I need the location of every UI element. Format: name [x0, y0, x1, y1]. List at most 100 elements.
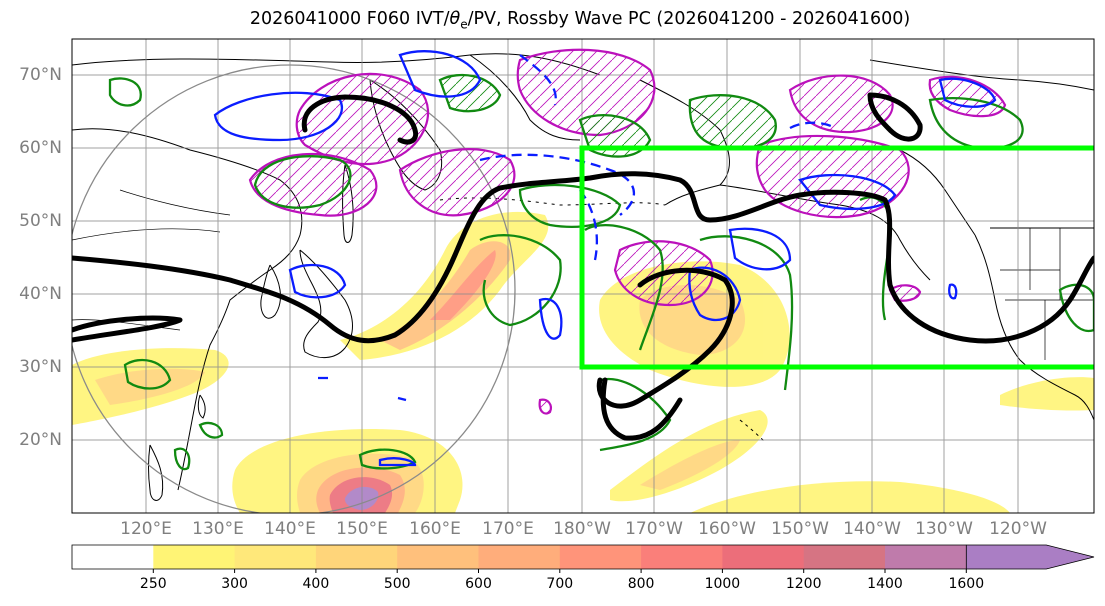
map-frame [71, 38, 1095, 514]
colorbar-tick-label: 400 [302, 576, 330, 592]
height-contours-black [72, 92, 1094, 441]
coastline-chukotka [469, 54, 581, 141]
colorbar-extension-arrow [965, 544, 1095, 570]
blue-dashed-4 [789, 121, 836, 130]
green-contour-13 [173, 447, 191, 471]
lat-label-20n: 20°N [19, 430, 62, 450]
border-us-states [1000, 228, 1094, 360]
coastline-north-america-north [869, 59, 1094, 91]
colorbar-segment [722, 545, 805, 569]
lon-label-130w: 130°W [915, 519, 973, 539]
blue-contour-4 [538, 297, 563, 340]
green-contour-14 [198, 421, 224, 439]
blue-contour-3 [288, 263, 347, 299]
colorbar-tick-label: 1600 [948, 576, 985, 592]
green-contour-2 [479, 234, 562, 327]
green-contour-10 [123, 358, 172, 390]
colorbar-tick-label: 1200 [785, 576, 822, 592]
colorbar-tick-label: 1000 [704, 576, 741, 592]
colorbar-tick-label: 1400 [867, 576, 903, 592]
green-contour-15 [1058, 283, 1094, 333]
ivt-plume-130w-south [690, 481, 1010, 513]
blue-contour-5 [688, 266, 742, 322]
blue-contour-1 [213, 91, 343, 142]
colorbar [71, 544, 1095, 573]
blue-contour-11 [318, 376, 407, 402]
colorbar-tick-label: 300 [221, 576, 248, 592]
colorbar-tick-label: 500 [383, 576, 411, 592]
colorbar-tick-label: 800 [627, 576, 655, 592]
coastline-north-america-west [974, 234, 1094, 421]
blue-dashed-2 [519, 54, 557, 106]
blue-contour-6 [728, 227, 792, 271]
wave-packet-2 [248, 152, 378, 217]
lon-label-150w: 150°W [771, 519, 829, 539]
lon-label-140e: 140°E [264, 519, 316, 539]
colorbar-tick-label: 600 [465, 576, 492, 592]
black-contour-low [596, 267, 735, 409]
colorbar-segment [885, 545, 967, 569]
colorbar-tick-label: 250 [139, 576, 167, 592]
colorbar-segment [641, 545, 723, 569]
ivt-plume-west-core [95, 368, 205, 405]
green-contour-9 [108, 77, 142, 107]
colorbar-segment [803, 545, 886, 569]
green-contour-6 [518, 183, 622, 228]
lon-label-170w: 170°W [625, 519, 683, 539]
colorbar-segment [478, 545, 561, 569]
blue-contour-8 [938, 77, 997, 108]
coastline-japan [299, 249, 353, 358]
green-contour-5 [688, 94, 777, 150]
green-contour-12 [599, 377, 672, 452]
blue-contour-7 [798, 173, 897, 210]
lon-label-170e: 170°E [482, 519, 534, 539]
colorbar-segment [153, 545, 236, 569]
wave-packet-10 [538, 398, 552, 415]
ivt-plume-160e-inner [430, 250, 496, 320]
blue-contour-10 [378, 457, 417, 467]
figure-title: 2026041000 F060 IVT/θe/PV, Rossby Wave P… [249, 9, 911, 32]
colorbar-segment [315, 545, 398, 569]
blue-contour-9 [948, 283, 958, 300]
colorbar-tick-label: 700 [546, 576, 574, 592]
green-contour-17 [438, 73, 502, 113]
map-panel [72, 39, 1094, 513]
colorbar-frame [71, 544, 967, 570]
coastline-east-asia [72, 128, 303, 491]
coastline-taiwan [197, 394, 206, 419]
black-contour-north-west [301, 94, 419, 145]
lat-label-60n: 60°N [19, 138, 62, 158]
lon-label-150e: 150°E [336, 519, 388, 539]
coastline-korea [260, 264, 281, 319]
coastline-alaska-panhandle [899, 149, 976, 236]
ivt-plume-165w-core [640, 440, 740, 490]
lon-label-180w: 180°W [553, 519, 611, 539]
ivt-plume-east [1000, 377, 1094, 411]
black-contour-west-small [72, 315, 183, 343]
green-contour-8 [928, 97, 1024, 150]
lon-label-120e: 120°E [120, 519, 172, 539]
black-contour-main [72, 171, 1094, 344]
lat-label-50n: 50°N [19, 211, 62, 231]
border-asia-countries [72, 189, 231, 331]
green-contour-11 [358, 448, 417, 470]
lon-label-140w: 140°W [843, 519, 901, 539]
colorbar-segment [397, 545, 479, 569]
lon-label-130e: 130°E [192, 519, 244, 539]
black-contour-cutoff [600, 377, 683, 441]
lon-label-160e: 160°E [409, 519, 461, 539]
lat-label-70n: 70°N [19, 65, 62, 85]
highlight-region-box [579, 145, 1094, 370]
colorbar-segment [234, 545, 317, 569]
green-contour-3 [584, 224, 664, 351]
ivt-plume-165w-south [610, 410, 768, 502]
lon-label-120w: 120°W [989, 519, 1047, 539]
colorbar-segment-below [72, 545, 154, 569]
colorbar-segment [559, 545, 642, 569]
lon-label-160w: 160°W [698, 519, 756, 539]
blue-dashed-1 [479, 153, 636, 216]
aleutian-islands [439, 197, 666, 206]
lat-label-40n: 40°N [19, 284, 62, 304]
range-ring [72, 64, 516, 513]
